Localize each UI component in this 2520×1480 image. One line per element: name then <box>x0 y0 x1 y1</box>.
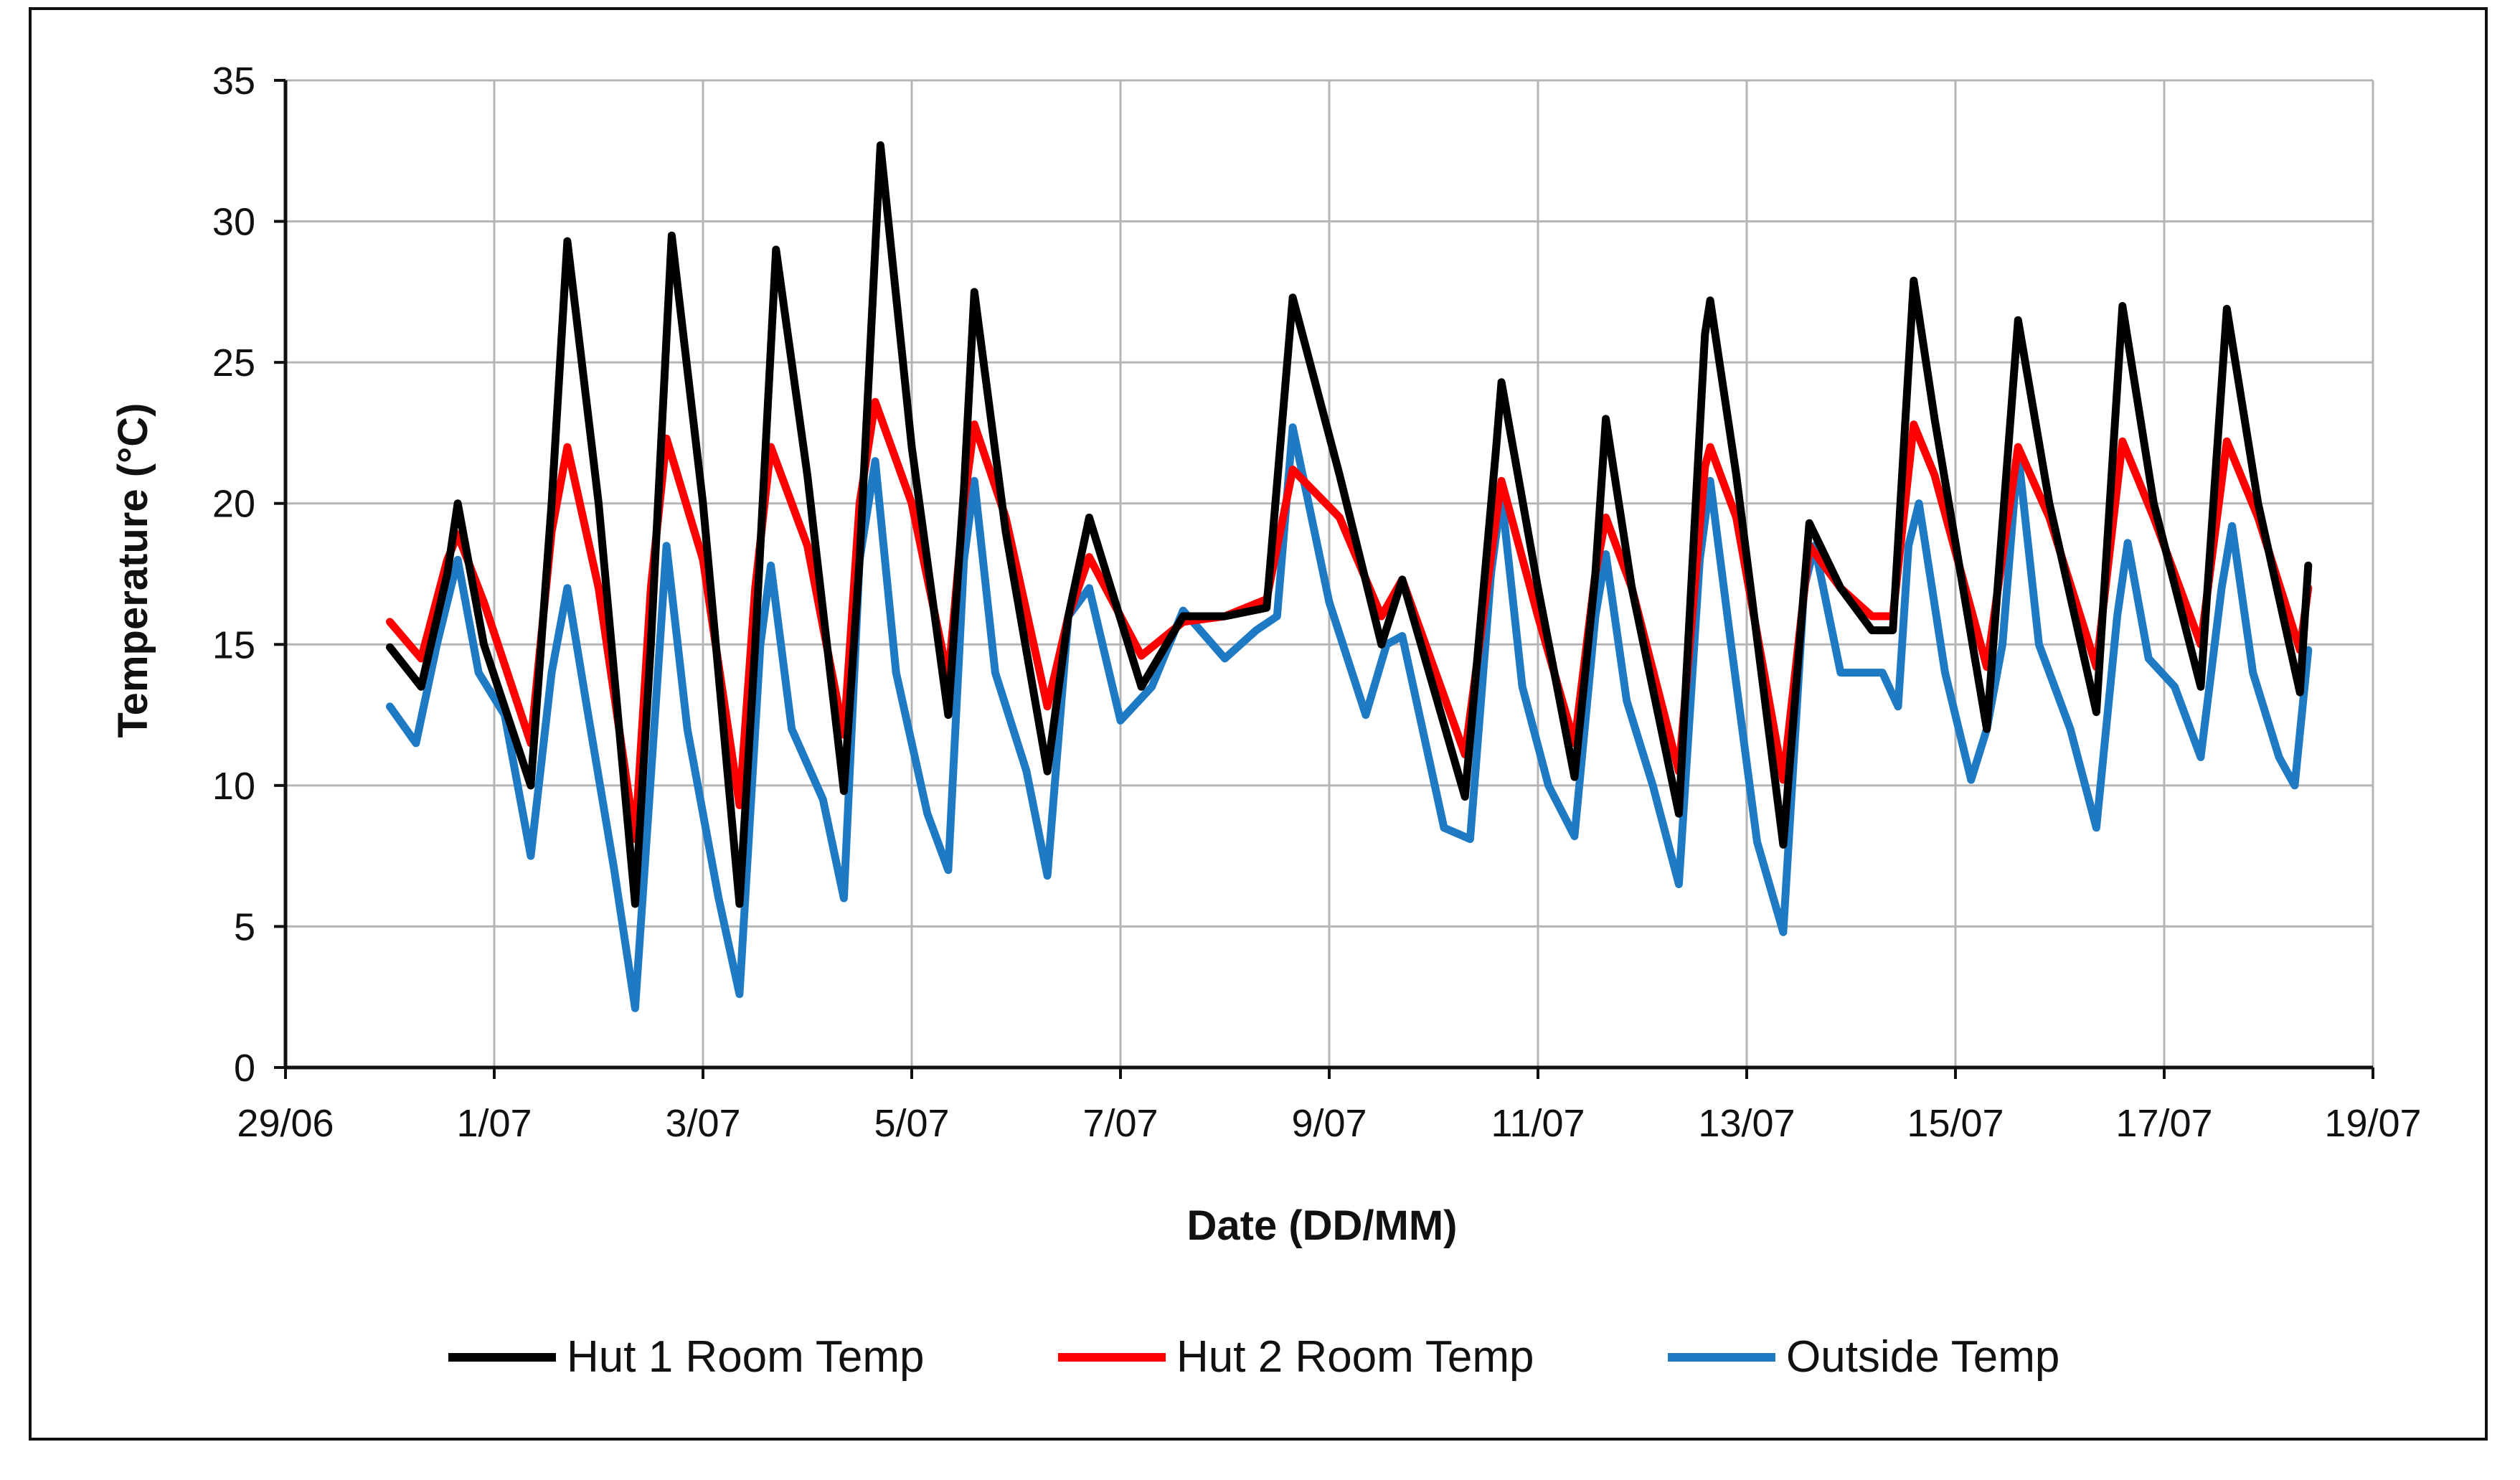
y-tick-label: 35 <box>212 60 255 103</box>
x-tick-label: 9/07 <box>1291 1102 1367 1145</box>
x-tick-label: 5/07 <box>874 1102 949 1145</box>
legend-label: Hut 2 Room Temp <box>1176 1332 1534 1382</box>
series-line-outside-temp <box>386 423 2313 1012</box>
x-tick-label: 7/07 <box>1082 1102 1158 1145</box>
x-tick-label: 19/07 <box>2324 1102 2421 1145</box>
tick-labels: 0 5 10 15 20 25 30 35 29/06 1/07 3/07 5/07 7/07 9/07 1… <box>212 60 2422 1145</box>
x-tick-label: 1/07 <box>456 1102 532 1145</box>
axes <box>274 79 2374 1079</box>
x-tick-label: 11/07 <box>1491 1102 1585 1145</box>
y-tick-label: 25 <box>212 341 255 385</box>
y-tick-label: 30 <box>212 201 255 244</box>
y-tick-label: 15 <box>212 623 255 666</box>
x-tick-label: 15/07 <box>1907 1102 2004 1145</box>
x-tick-label: 3/07 <box>665 1102 740 1145</box>
y-tick-label: 20 <box>212 483 255 526</box>
series-lines <box>386 141 2313 1012</box>
legend: Hut 1 Room Temp Hut 2 Room Temp Outside Te… <box>448 1332 2059 1382</box>
chart-frame <box>29 7 2488 1441</box>
y-tick-label: 10 <box>212 765 255 808</box>
grid-lines <box>285 79 2374 1067</box>
x-tick-label: 13/07 <box>1698 1102 1795 1145</box>
y-axis-title: Temperature (°C) <box>110 403 156 738</box>
y-tick-label: 0 <box>234 1047 255 1090</box>
y-tick-label: 5 <box>234 905 255 948</box>
x-tick-label: 17/07 <box>2115 1102 2212 1145</box>
legend-label: Hut 1 Room Temp <box>567 1332 925 1382</box>
series-line-hut-1-room-temp <box>386 141 2313 908</box>
x-tick-label: 29/06 <box>237 1102 334 1145</box>
legend-label: Outside Temp <box>1786 1332 2059 1382</box>
x-axis-title: Date (DD/MM) <box>1187 1202 1458 1249</box>
